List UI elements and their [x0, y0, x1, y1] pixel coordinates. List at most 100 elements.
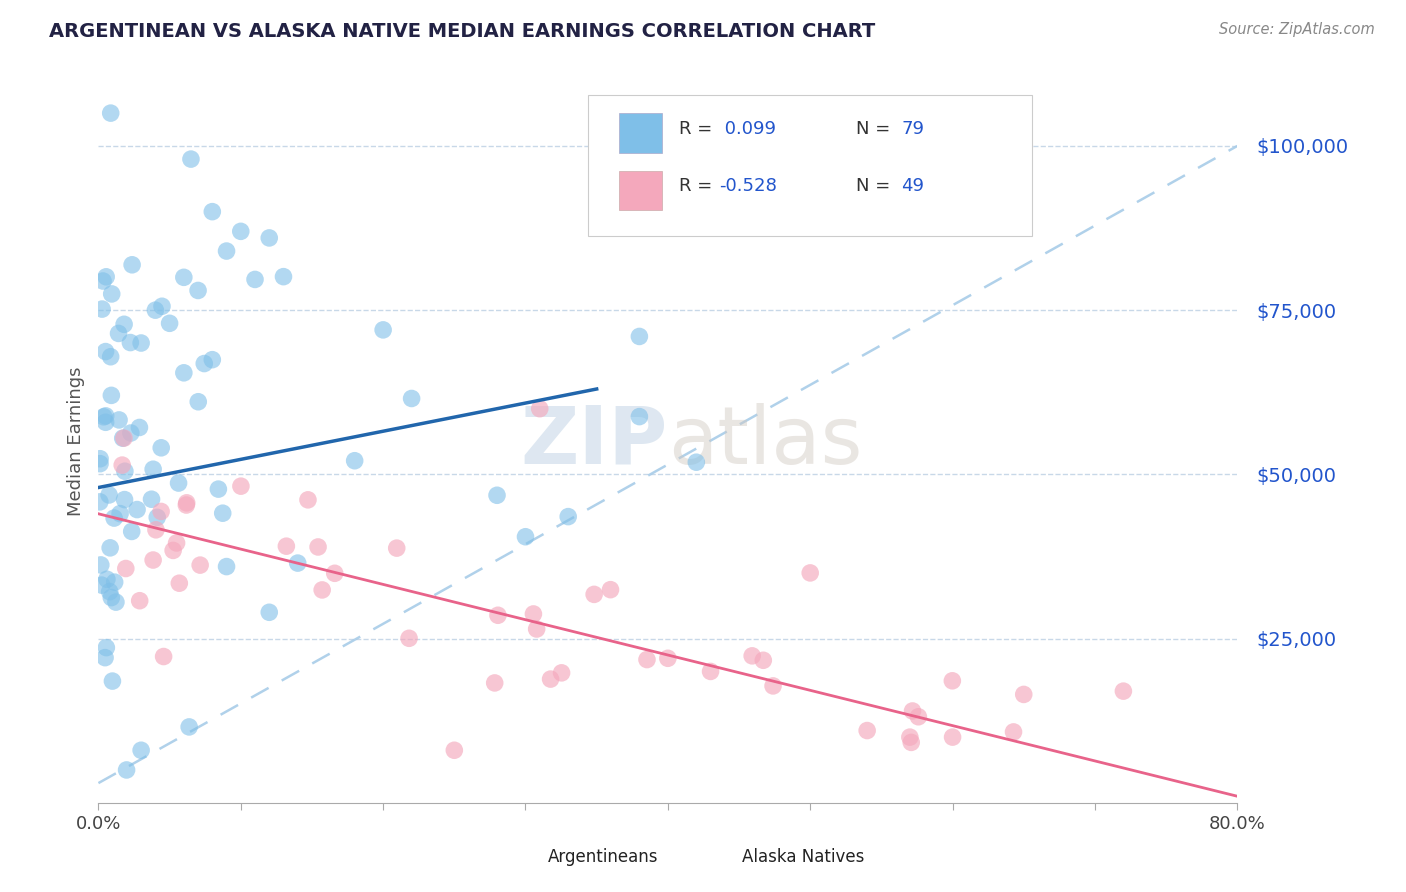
Text: 79: 79	[901, 120, 924, 137]
Point	[114, 464, 136, 478]
Point	[907, 710, 929, 724]
Point	[100, 287, 122, 301]
Point	[201, 352, 224, 367]
Point	[229, 479, 252, 493]
Point	[150, 441, 173, 455]
Text: R =: R =	[679, 120, 718, 137]
Point	[89, 451, 111, 466]
Point	[557, 509, 579, 524]
Point	[900, 735, 922, 749]
Point	[142, 553, 165, 567]
Point	[201, 204, 224, 219]
Text: Argentineans: Argentineans	[548, 848, 659, 866]
Point	[94, 344, 117, 359]
Point	[685, 455, 707, 469]
Point	[96, 640, 118, 655]
Point	[100, 350, 122, 364]
Point	[484, 676, 506, 690]
Point	[941, 673, 963, 688]
Point	[486, 608, 509, 623]
Point	[373, 323, 395, 337]
Point	[121, 258, 143, 272]
Point	[94, 415, 117, 429]
Point	[799, 566, 821, 580]
Point	[1002, 725, 1025, 739]
Point	[550, 665, 572, 680]
Point	[599, 582, 621, 597]
Point	[100, 388, 122, 402]
Point	[167, 476, 190, 491]
Point	[104, 575, 127, 590]
Point	[628, 329, 651, 343]
Point	[173, 366, 195, 380]
Text: N =: N =	[856, 178, 896, 195]
Point	[141, 492, 163, 507]
Point	[215, 244, 238, 258]
Point	[942, 730, 965, 744]
Point	[243, 272, 266, 286]
Point	[125, 502, 148, 516]
Point	[180, 152, 202, 166]
Point	[636, 652, 658, 666]
Point	[297, 492, 319, 507]
Point	[898, 730, 921, 744]
Point	[166, 536, 188, 550]
Point	[273, 269, 295, 284]
Point	[96, 269, 118, 284]
Point	[107, 326, 129, 341]
Point	[91, 274, 114, 288]
Point	[120, 425, 142, 440]
Point	[142, 462, 165, 476]
Point	[90, 558, 112, 572]
Point	[96, 572, 118, 586]
FancyBboxPatch shape	[696, 843, 731, 871]
Point	[311, 582, 333, 597]
Point	[111, 458, 134, 472]
Point	[159, 316, 181, 330]
Point	[443, 743, 465, 757]
Point	[1012, 687, 1035, 701]
Point	[398, 632, 420, 646]
Y-axis label: Median Earnings: Median Earnings	[66, 367, 84, 516]
Point	[207, 482, 229, 496]
Point	[98, 584, 121, 599]
Text: atlas: atlas	[668, 402, 862, 481]
Point	[276, 539, 298, 553]
Point	[89, 457, 111, 471]
Point	[120, 335, 142, 350]
Point	[91, 302, 114, 317]
Point	[188, 558, 211, 573]
Point	[657, 651, 679, 665]
Point	[401, 392, 423, 406]
Point	[93, 409, 115, 424]
Point	[187, 284, 209, 298]
Point	[162, 543, 184, 558]
Point	[115, 763, 138, 777]
Point	[762, 679, 785, 693]
Point	[121, 524, 143, 539]
Point	[287, 556, 309, 570]
Point	[114, 561, 136, 575]
Point	[129, 336, 152, 351]
Point	[176, 496, 198, 510]
Text: ARGENTINEAN VS ALASKA NATIVE MEDIAN EARNINGS CORRELATION CHART: ARGENTINEAN VS ALASKA NATIVE MEDIAN EARN…	[49, 22, 876, 41]
Point	[128, 593, 150, 607]
Point	[529, 401, 551, 416]
Point	[259, 605, 281, 619]
Point	[173, 270, 195, 285]
Point	[486, 488, 509, 502]
Point	[98, 488, 121, 502]
FancyBboxPatch shape	[619, 112, 662, 153]
Point	[752, 653, 775, 667]
Text: ZIP: ZIP	[520, 402, 668, 481]
Point	[114, 492, 136, 507]
Point	[540, 672, 562, 686]
FancyBboxPatch shape	[503, 843, 537, 871]
Point	[94, 650, 117, 665]
Point	[89, 495, 111, 509]
Point	[628, 409, 651, 424]
Text: -0.528: -0.528	[718, 178, 778, 195]
Point	[94, 409, 117, 423]
Text: R =: R =	[679, 178, 718, 195]
Point	[169, 576, 191, 591]
